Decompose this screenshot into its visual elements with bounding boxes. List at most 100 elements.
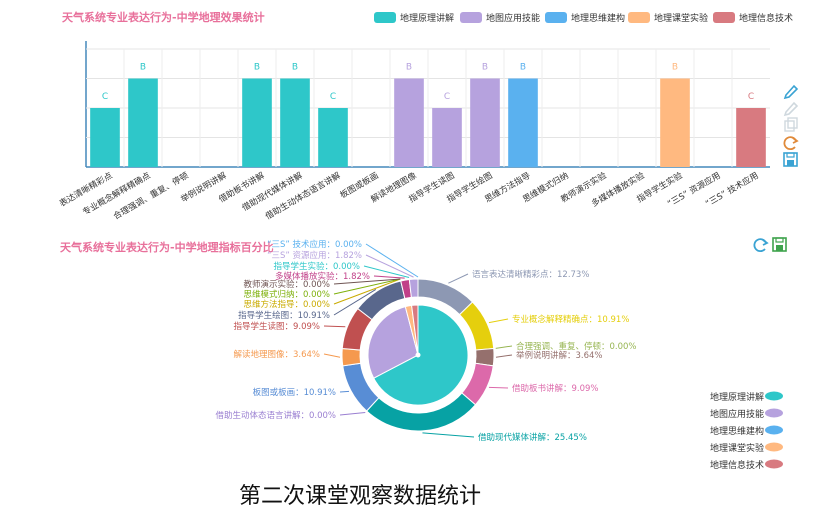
pie-leader-line (488, 386, 509, 389)
refresh-icon[interactable] (753, 238, 769, 253)
bar (736, 108, 766, 167)
legend-swatch (628, 12, 650, 23)
bar-data-label: B (672, 63, 678, 73)
pie-label-text: 思维模式归纳：0.00% (243, 289, 330, 300)
bar (432, 108, 462, 167)
save-icon[interactable] (783, 152, 798, 167)
bar-toolbox[interactable] (783, 84, 799, 167)
legend-item[interactable]: 地理思维建构 (710, 425, 783, 437)
legend-label: 地图应用技能 (710, 408, 764, 420)
pie-label-text: 借助板书讲解：9.09% (512, 383, 599, 394)
bar-chart: 天气系统专业表达行为-中学地理效果统计 地理原理讲解 地图应用技能 地理思维建构 地理… (57, 10, 793, 222)
pie-slice-label: 指导学生实验：0.00% (273, 261, 410, 278)
bar-chart-legend[interactable]: 地理原理讲解 地图应用技能 地理思维建构 地理课堂实验 地理信息技术 (374, 12, 793, 24)
bar-data-label: C (102, 92, 108, 102)
bar-data-label: B (140, 63, 146, 73)
bar (90, 108, 120, 167)
bar-grid (85, 41, 770, 168)
pie-leader-line (339, 390, 350, 393)
refresh-icon[interactable] (783, 136, 799, 151)
pie-label-text: 举例说明讲解：3.64% (516, 350, 603, 361)
legend-item[interactable]: 地图应用技能 (460, 12, 540, 24)
pie-leader-line (339, 411, 366, 416)
copy-icon[interactable] (784, 117, 798, 132)
pie-slice-label: 解读地理图像：3.64% (233, 349, 341, 360)
pie-label-text: 指导学生读图：9.09% (233, 321, 320, 332)
pie-chart: 天气系统专业表达行为-中学地理指标百分比 语言表达清晰精彩点：12.73% 专业概… (60, 239, 783, 471)
legend-item[interactable]: 地理信息技术 (710, 459, 783, 471)
legend-item[interactable]: 地理课堂实验 (710, 442, 783, 454)
legend-label: 地理课堂实验 (710, 442, 764, 454)
legend-label: 地理信息技术 (710, 459, 764, 471)
pie-leader-line (488, 318, 509, 324)
legend-label: 地理信息技术 (739, 12, 793, 24)
pie-label-text: 合理强调、重复、停顿：0.00% (516, 341, 637, 352)
legend-item[interactable]: 地理原理讲解 (710, 391, 783, 403)
pie-inner-slice (373, 304, 469, 406)
legend-item[interactable]: 地理思维建构 (545, 12, 625, 24)
pie-label-text: 解读地理图像：3.64% (233, 349, 320, 360)
legend-item[interactable]: 地理信息技术 (713, 12, 793, 24)
bar (242, 78, 272, 167)
pie-toolbox[interactable] (753, 237, 787, 253)
pie-leader-line (373, 275, 405, 279)
legend-swatch (713, 12, 735, 23)
bar-x-tick-labels: 表达清晰精彩点专业概念解释精确点合理强调、重复、停顿举例说明讲解借助板书讲解借助… (57, 170, 760, 222)
pie-inner-ring (367, 304, 469, 406)
pencil-icon[interactable] (783, 84, 799, 100)
pie-slice-label: 教师演示实验：0.00% (243, 278, 401, 290)
pie-leader-line (333, 278, 401, 295)
bar (280, 78, 310, 167)
pie-slice-label: 语言表达清晰精彩点：12.73% (448, 269, 589, 284)
pie-label-text: “三S” 资源应用：1.82% (267, 250, 362, 261)
pie-slice-label: 指导学生读图：9.09% (233, 321, 346, 332)
pie-label-text: 借助现代媒体讲解：25.45% (478, 432, 587, 443)
legend-label: 地理原理讲解 (400, 12, 454, 24)
legend-swatch (545, 12, 567, 23)
bar-chart-title: 天气系统专业表达行为-中学地理效果统计 (62, 10, 265, 24)
legend-item[interactable]: 地理原理讲解 (374, 12, 454, 24)
pie-leader-line (323, 353, 341, 358)
pie-leader-line (333, 278, 401, 305)
bar (394, 78, 424, 167)
pie-slice-label: 借助现代媒体讲解：25.45% (422, 432, 587, 443)
legend-label: 地理思维建构 (571, 12, 625, 24)
pie-slice-labels: 语言表达清晰精彩点：12.73% 专业概念解释精确点：10.91% 合理强调、重复、… (215, 239, 636, 443)
bar-data-label: B (482, 63, 488, 73)
bar-data-label: C (748, 92, 754, 102)
pencil-icon[interactable] (783, 101, 799, 117)
pie-slice-label: “三S” 资源应用：1.82% (267, 250, 414, 278)
pie-inner-slice (411, 304, 419, 356)
legend-swatch (765, 408, 783, 418)
pie-slice-label: 举例说明讲解：3.64% (495, 350, 603, 361)
pie-label-text: 专业概念解释精确点：10.91% (512, 314, 629, 325)
bar-data-label: C (444, 92, 450, 102)
pie-label-text: 指导学生绘图：10.91% (238, 310, 330, 321)
legend-item[interactable]: 地理课堂实验 (628, 12, 708, 24)
pie-slice-label: 板图或板画：10.91% (253, 387, 350, 398)
pie-slice-label: “三S” 技术应用：0.00% (267, 239, 419, 278)
bar (470, 78, 500, 167)
pie-outer-slice (408, 278, 419, 298)
pie-slice-label: 多媒体播放实验：1.82% (275, 271, 405, 282)
pie-label-text: 教师演示实验：0.00% (243, 279, 330, 290)
legend-swatch (765, 459, 783, 469)
pie-label-text: 多媒体播放实验：1.82% (275, 271, 370, 282)
x-tick-label: 借助现代媒体讲解 (240, 170, 305, 214)
pie-leader-line (365, 243, 419, 278)
legend-item[interactable]: 地图应用技能 (710, 408, 783, 420)
bar (318, 108, 348, 167)
save-icon[interactable] (772, 237, 787, 252)
pie-outer-ring (341, 278, 495, 432)
legend-label: 地理原理讲解 (710, 391, 764, 403)
bar (508, 78, 538, 167)
legend-swatch (765, 391, 783, 401)
pie-label-text: 思维方法指导：0.00% (243, 299, 330, 310)
bar (660, 78, 690, 167)
pie-leader-line (495, 354, 513, 358)
bar-data-label: C (330, 92, 336, 102)
pie-center (415, 352, 421, 358)
pie-slice-label: 借助板书讲解：9.09% (488, 383, 599, 394)
